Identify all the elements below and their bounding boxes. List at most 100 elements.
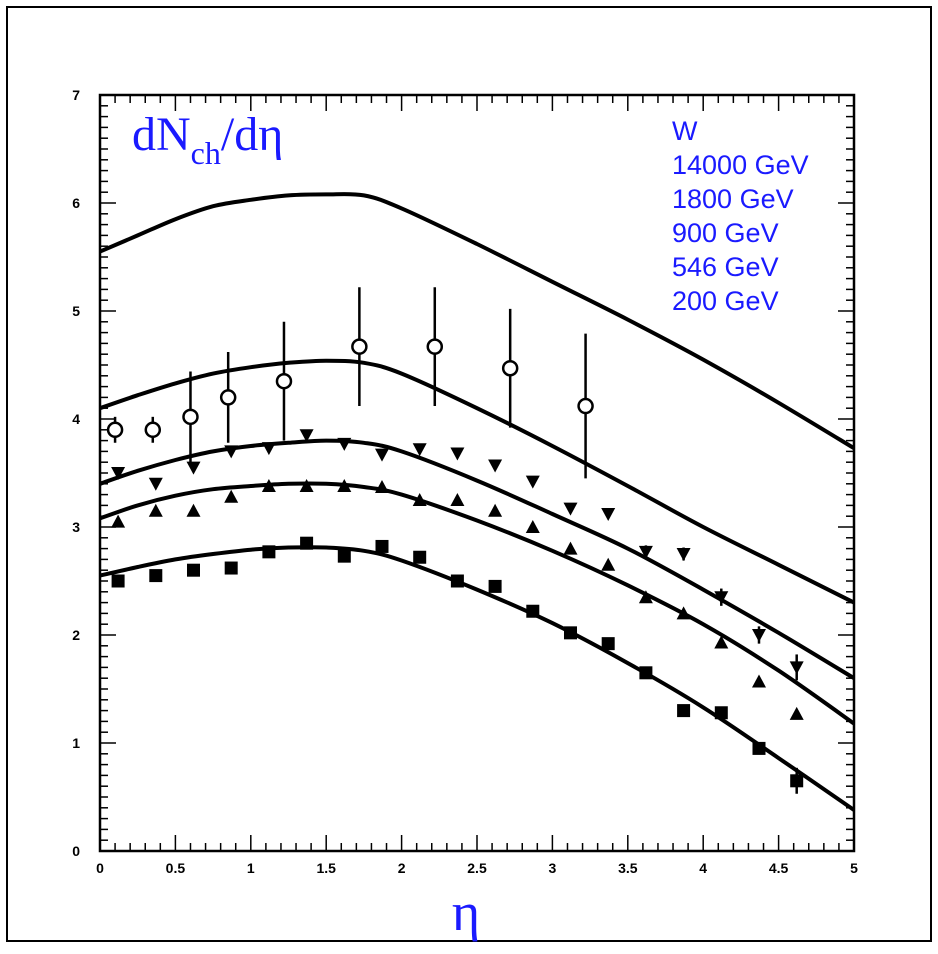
point-200-gev-marker: [149, 569, 163, 583]
x-tick-label: 2.5: [467, 860, 487, 876]
point-1800-gev-marker: [351, 338, 368, 355]
point-546-gev-marker: [261, 478, 276, 492]
point-900-gev-marker: [148, 477, 163, 491]
point-1800-gev-marker: [426, 338, 444, 355]
x-tick-label: 1: [247, 860, 255, 876]
point-546-gev-marker: [525, 520, 540, 533]
x-tick-label: 3: [549, 860, 557, 876]
point-900-gev-marker: [186, 461, 201, 475]
legend-entry-546: 546 GeV: [672, 252, 779, 282]
y-tick-label: 3: [72, 519, 80, 535]
point-900-gev-marker: [299, 429, 314, 443]
curve-900-gev: [99, 438, 856, 680]
point-200-gev-marker: [714, 706, 728, 720]
point-546-gev-marker: [638, 590, 653, 604]
point-546-gev-marker: [714, 635, 729, 649]
point-1800-gev-marker: [219, 389, 237, 406]
point-900-gev-marker: [374, 448, 389, 462]
outer-frame: [6, 6, 932, 942]
point-546-gev-marker: [412, 493, 427, 506]
curve-546-gev: [99, 481, 856, 726]
legend-entry-1800: 1800 GeV: [672, 184, 794, 214]
point-900-gev-marker: [337, 437, 352, 451]
legend-heading: W: [672, 116, 698, 146]
point-200-gev-marker: [790, 774, 804, 788]
y-tick-label: 7: [72, 87, 80, 103]
point-900-gev-marker: [563, 502, 578, 516]
point-200-gev-marker: [111, 574, 125, 588]
x-tick-label: 5: [850, 860, 858, 876]
point-546-gev-marker: [488, 503, 503, 517]
point-200-gev-marker: [752, 741, 766, 755]
point-900-gev-marker: [261, 442, 276, 456]
x-tick-label: 0.5: [166, 860, 186, 876]
point-900-gev-marker: [488, 459, 503, 473]
curve-1800-gev: [99, 358, 855, 605]
x-tick-label: 2: [398, 860, 406, 876]
y-tick-label: 6: [72, 195, 80, 211]
curve-14000-gev: [99, 192, 856, 450]
point-900-gev-marker: [601, 508, 616, 522]
legend-entry-14000: 14000 GeV: [672, 150, 809, 180]
point-900-gev-marker: [638, 545, 653, 559]
point-200-gev-marker: [601, 637, 615, 651]
point-900-gev-marker: [676, 548, 691, 561]
point-900-gev-marker: [751, 629, 766, 642]
point-900-gev-marker: [525, 475, 540, 489]
y-tick-label: 4: [72, 411, 80, 427]
x-tick-label: 4: [699, 860, 707, 876]
point-200-gev-marker: [224, 561, 238, 575]
point-200-gev-marker: [488, 579, 502, 593]
point-546-gev-marker: [751, 674, 766, 688]
point-200-gev-marker: [413, 550, 427, 564]
chart-title: dNch/dη: [132, 108, 283, 171]
x-tick-labels: 0 0.5 1 1.5 2 2.5 3 3.5 4 4.5 5: [96, 860, 858, 876]
point-546-gev-marker: [789, 706, 804, 720]
point-900-gev-marker: [412, 443, 427, 457]
x-axis-label: η: [452, 882, 480, 942]
point-546-gev-marker: [337, 478, 352, 492]
point-1800-gev-marker: [182, 408, 199, 426]
point-546-gev-marker: [563, 541, 578, 555]
point-200-gev-marker: [300, 536, 314, 550]
point-200-gev-marker: [677, 704, 691, 718]
x-tick-label: 0: [96, 860, 104, 876]
point-200-gev-marker: [337, 549, 351, 563]
point-546-gev-marker: [601, 557, 616, 571]
point-200-gev-marker: [186, 563, 200, 577]
data-points: [106, 287, 804, 794]
point-546-gev-marker: [111, 514, 126, 528]
point-900-gev-marker: [224, 445, 239, 459]
x-tick-label: 1.5: [316, 860, 336, 876]
point-900-gev-marker: [789, 661, 804, 675]
point-1800-gev-marker: [501, 359, 519, 377]
point-200-gev-marker: [563, 626, 577, 640]
point-200-gev-marker: [526, 604, 540, 618]
point-546-gev-marker: [148, 503, 163, 517]
legend-entry-900: 900 GeV: [672, 218, 779, 248]
point-200-gev-marker: [639, 666, 653, 680]
point-1800-gev-marker: [577, 397, 594, 415]
y-tick-label: 5: [72, 303, 80, 319]
point-546-gev-marker: [299, 478, 314, 492]
point-1800-gev-marker: [144, 421, 162, 439]
y-tick-label: 1: [72, 735, 80, 751]
legend: W 14000 GeV 1800 GeV 900 GeV 546 GeV 200…: [672, 116, 809, 316]
y-tick-label: 0: [72, 843, 80, 859]
point-546-gev-marker: [676, 606, 691, 620]
point-900-gev-marker: [450, 447, 465, 461]
point-200-gev-marker: [450, 574, 464, 588]
point-200-gev-marker: [375, 539, 389, 553]
point-546-gev-marker: [186, 503, 201, 517]
point-546-gev-marker: [450, 493, 465, 506]
point-546-gev-marker: [224, 489, 239, 503]
point-1800-gev-marker: [275, 372, 293, 390]
x-tick-label: 4.5: [769, 860, 789, 876]
point-900-gev-marker: [714, 591, 729, 605]
point-900-gev-marker: [111, 467, 126, 480]
curve-200-gev: [99, 545, 856, 812]
point-1800-gev-marker: [106, 421, 124, 439]
point-200-gev-marker: [262, 545, 276, 559]
